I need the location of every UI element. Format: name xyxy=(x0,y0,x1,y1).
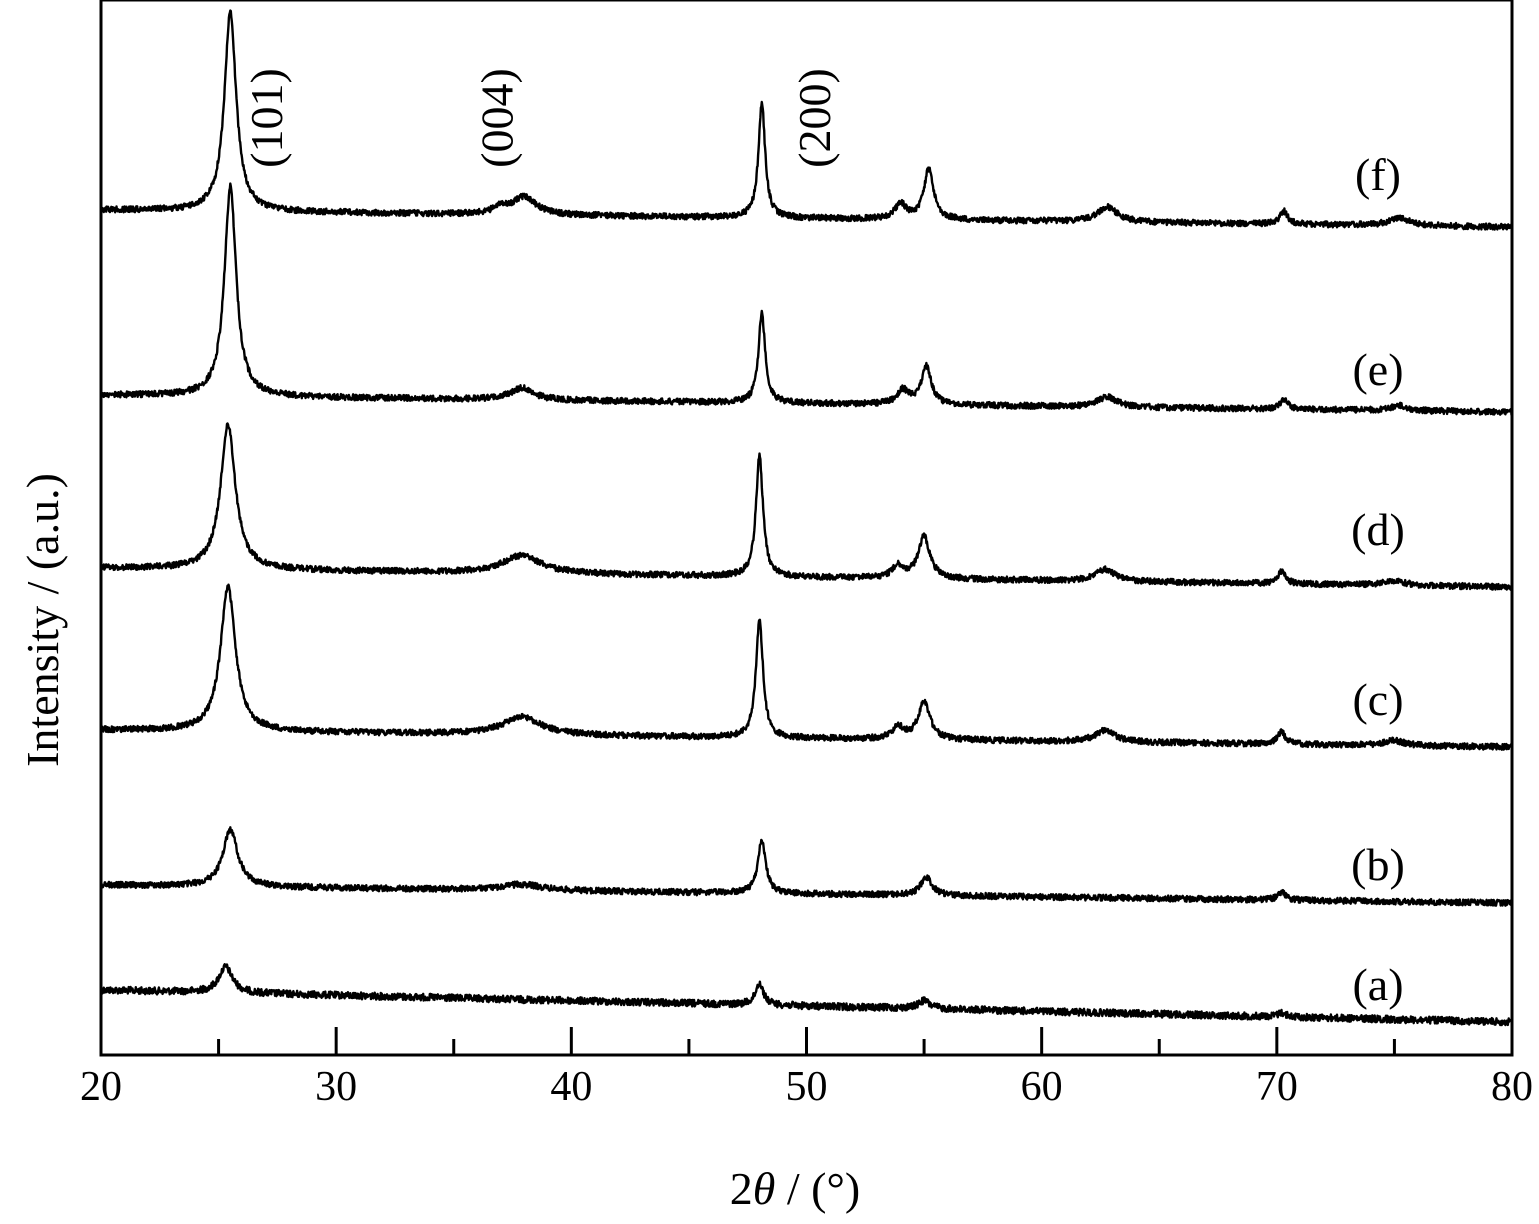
x-tick-label: 40 xyxy=(550,1064,592,1110)
series-label-a: (a) xyxy=(1352,959,1403,1010)
series-label-d: (d) xyxy=(1351,504,1405,555)
series-label-e: (e) xyxy=(1352,344,1403,395)
labels-layer: 20 30 40 50 60 70 80 (a) (b) (c) (d) (e) (f) (101) (00… xyxy=(80,68,1533,1110)
series-label-f: (f) xyxy=(1355,149,1401,200)
peak-annotation: (200) xyxy=(789,68,840,168)
series-line-a xyxy=(99,963,1514,1027)
peak-annotation: (004) xyxy=(472,68,523,168)
series-line-f xyxy=(99,9,1514,231)
x-tick-label: 30 xyxy=(315,1064,357,1110)
x-tick-label: 20 xyxy=(80,1064,122,1110)
x-tick-label: 60 xyxy=(1021,1064,1063,1110)
peak-annotation: (101) xyxy=(241,68,292,168)
series-label-c: (c) xyxy=(1352,674,1403,725)
x-tick-label: 70 xyxy=(1256,1064,1298,1110)
x-tick-label: 50 xyxy=(786,1064,828,1110)
series-label-b: (b) xyxy=(1351,839,1405,890)
ticks-layer xyxy=(99,1027,1514,1055)
series-line-b xyxy=(100,826,1514,907)
series-line-e xyxy=(100,182,1514,417)
x-tick-label: 80 xyxy=(1491,1064,1533,1110)
series-line-d xyxy=(100,422,1514,591)
series-layer xyxy=(99,9,1514,1027)
series-line-c xyxy=(99,583,1514,751)
x-axis-title: 2θ / (°) xyxy=(730,1163,860,1214)
y-axis-title: Intensity / (a.u.) xyxy=(17,473,68,767)
